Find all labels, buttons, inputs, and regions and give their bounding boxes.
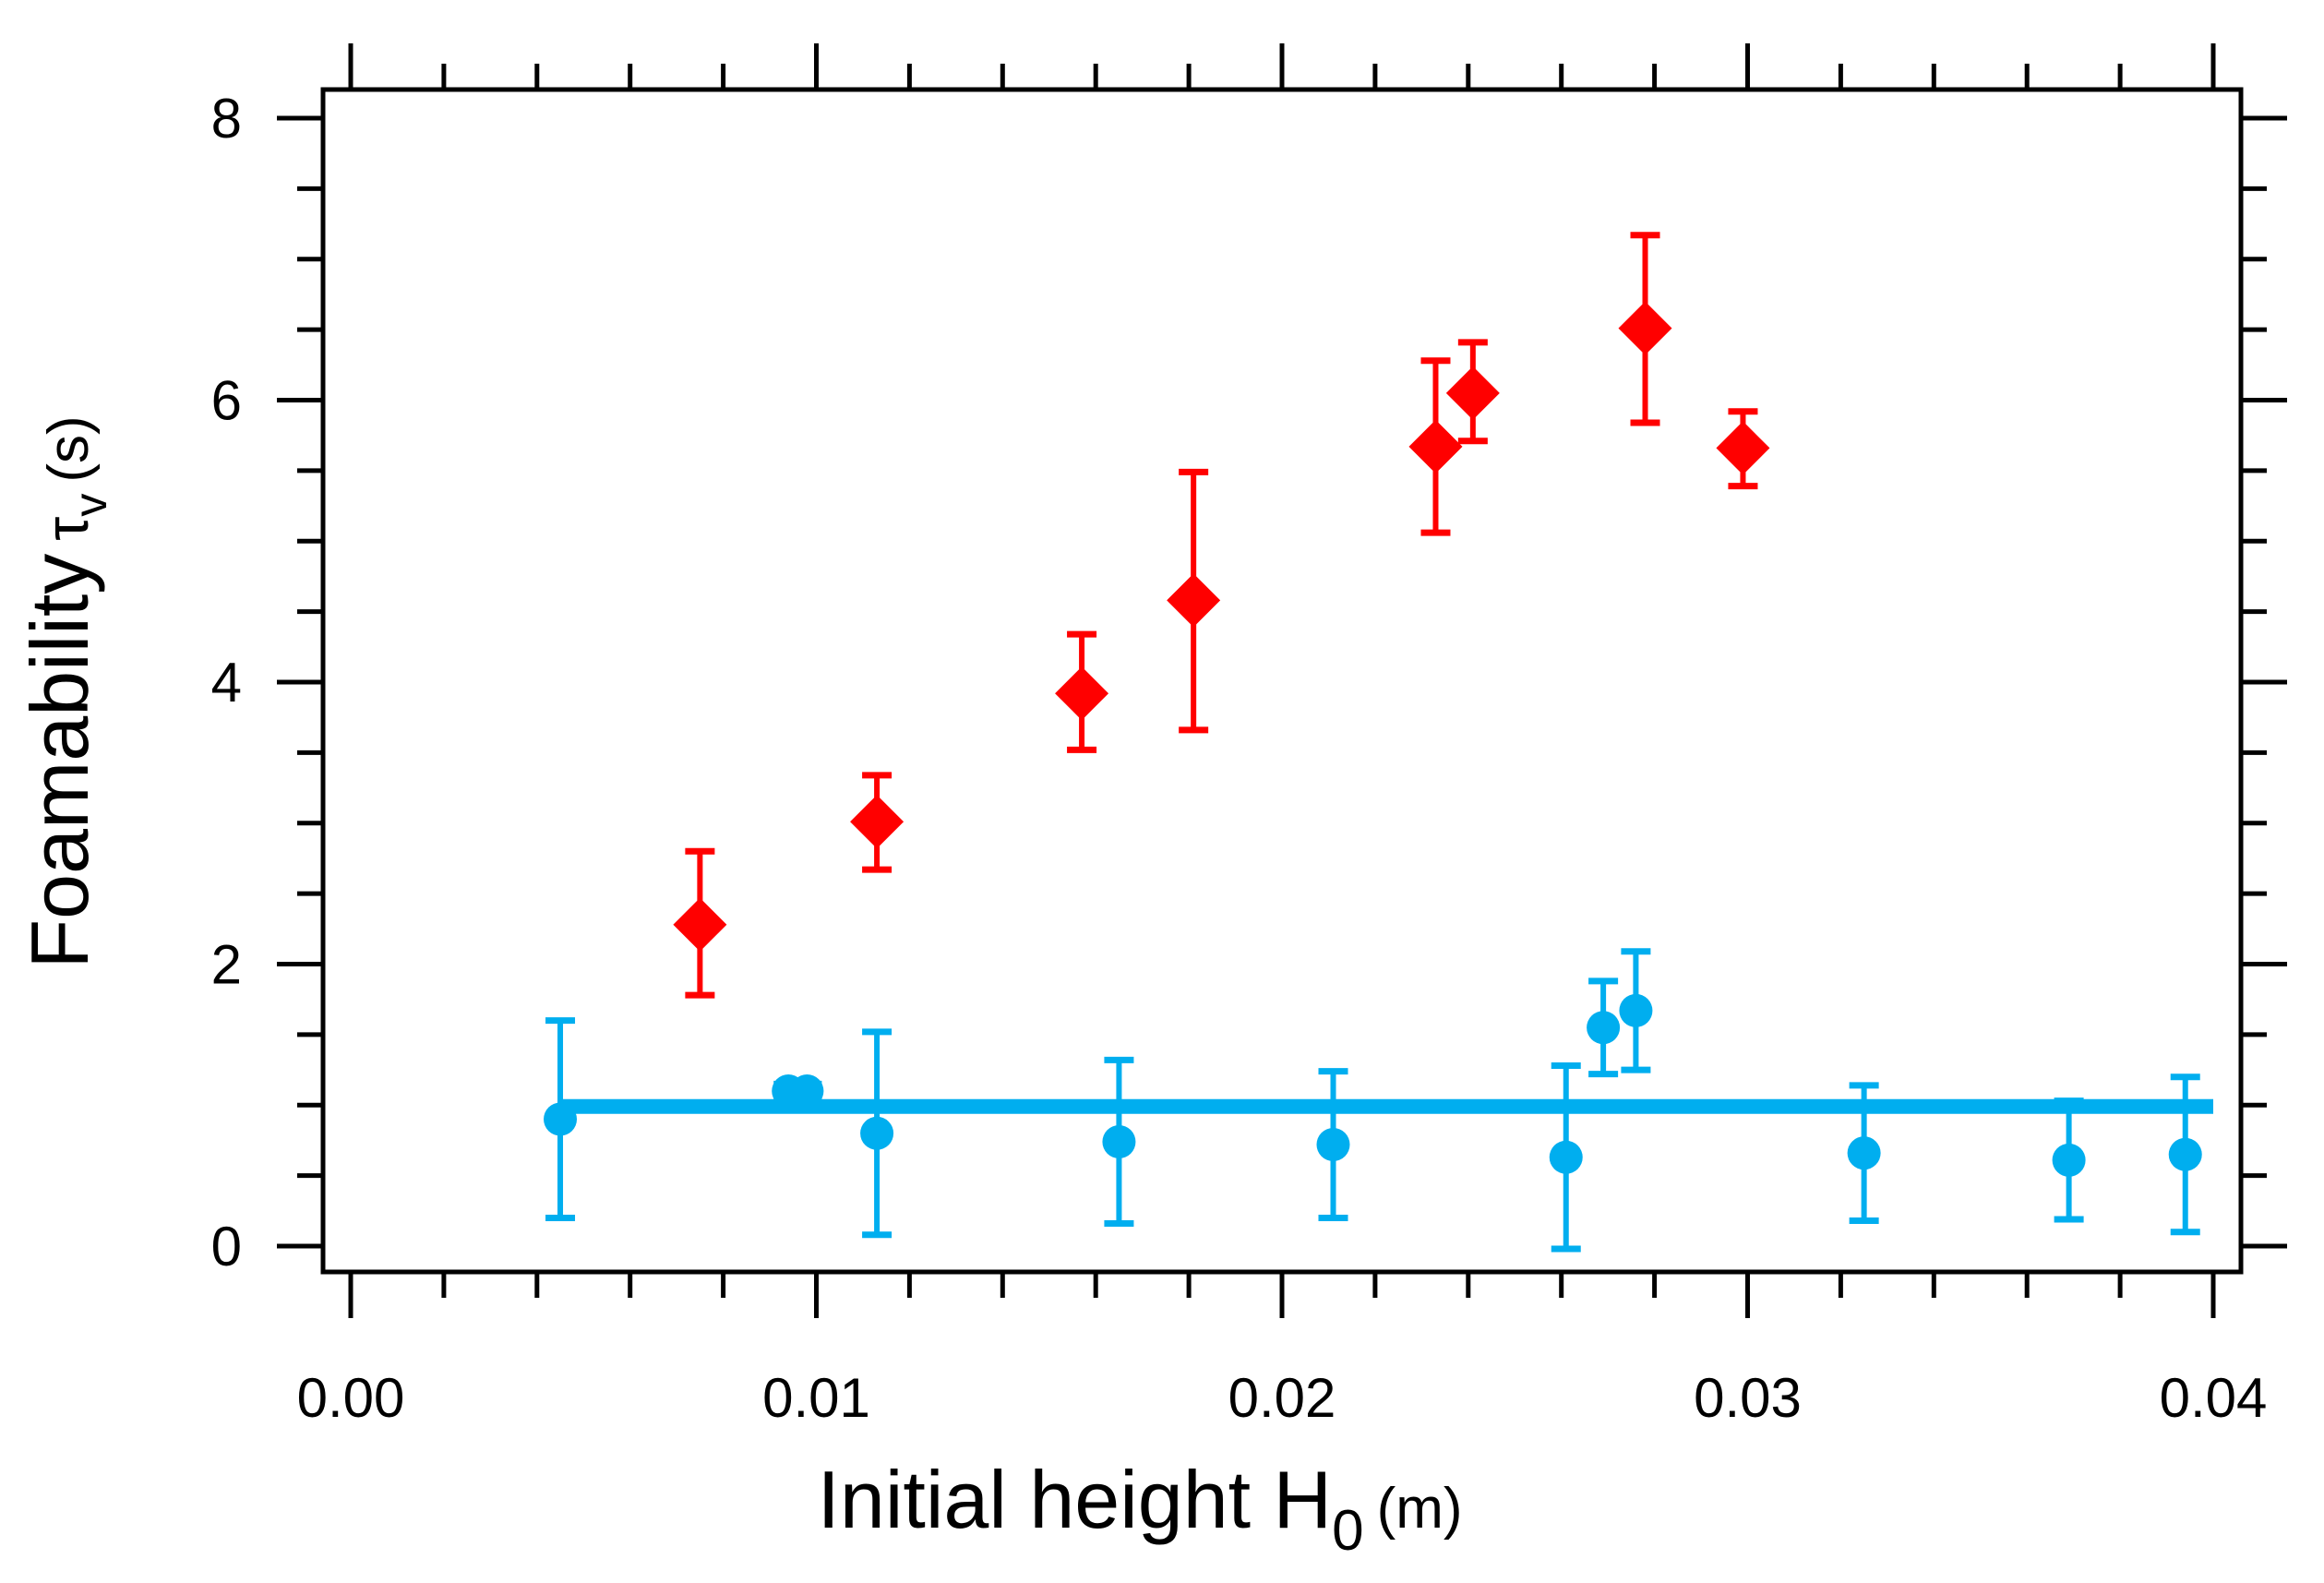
- data-point-circle: [1619, 993, 1653, 1027]
- y-axis-title-subscript: v: [65, 494, 116, 517]
- data-point-circle: [1316, 1128, 1350, 1162]
- x-tick-label: 0.03: [1694, 1367, 1802, 1429]
- y-axis-title-unit: (s): [37, 415, 101, 482]
- data-point-circle: [790, 1073, 824, 1108]
- data-point-circle: [1102, 1124, 1136, 1158]
- data-point-circle: [860, 1116, 894, 1150]
- tick-labels: 0.00 0.01 0.02 0.03 0.04 0 2 4 6 8: [211, 88, 2268, 1429]
- x-axis-title-main: Initial height H: [817, 1454, 1332, 1545]
- data-point-diamond: [1408, 419, 1463, 474]
- y-tick-label: 6: [211, 370, 242, 432]
- y-axis-title: Foamability τv (s): [14, 415, 116, 968]
- x-axis-title-unit: (m): [1377, 1477, 1463, 1541]
- data-point-circle: [2052, 1143, 2086, 1177]
- y-tick-label: 8: [211, 88, 242, 150]
- x-tick-label: 0.00: [297, 1367, 405, 1429]
- data-point-diamond: [1445, 366, 1500, 420]
- y-axis-title-symbol: τ: [32, 517, 101, 541]
- x-tick-label: 0.01: [762, 1367, 870, 1429]
- axis-ticks: [277, 43, 2287, 1318]
- y-tick-label: 2: [211, 934, 242, 996]
- data-point-diamond: [1055, 666, 1109, 721]
- data-point-diamond: [1167, 573, 1221, 628]
- x-axis-title-subscript: 0: [1332, 1499, 1363, 1563]
- data-markers: [544, 301, 2202, 1177]
- data-point-diamond: [1618, 301, 1672, 355]
- data-point-diamond: [673, 897, 727, 952]
- x-axis-title: Initial height H0 (m): [817, 1454, 1462, 1563]
- data-point-diamond: [850, 795, 904, 849]
- data-point-diamond: [1716, 421, 1770, 475]
- y-axis-title-main: Foamability: [14, 554, 105, 969]
- x-tick-label: 0.04: [2160, 1367, 2268, 1429]
- x-tick-label: 0.02: [1228, 1367, 1336, 1429]
- plot-frame: [320, 87, 2244, 1275]
- data-point-circle: [1847, 1136, 1881, 1170]
- y-tick-label: 0: [211, 1216, 242, 1277]
- data-point-circle: [2168, 1137, 2202, 1171]
- data-point-circle: [1587, 1011, 1621, 1045]
- y-tick-label: 4: [211, 652, 242, 714]
- plot-border: [320, 87, 2244, 1275]
- data-point-circle: [544, 1102, 578, 1136]
- data-point-circle: [1549, 1140, 1583, 1174]
